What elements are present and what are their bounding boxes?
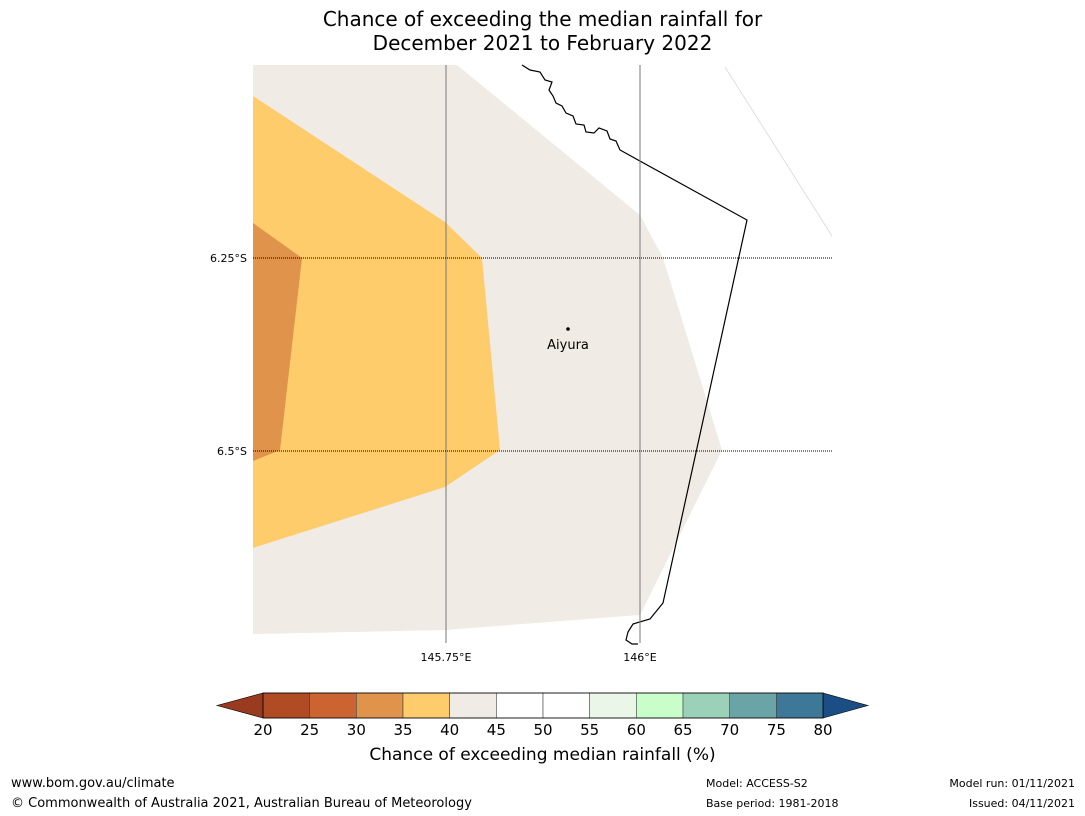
- colorbar-over-extension: [822, 692, 870, 719]
- colorbar-under-extension: [215, 692, 264, 719]
- place-label: Aiyura: [547, 338, 589, 353]
- colorbar-tick-label: 50: [533, 721, 552, 739]
- lon-label-145-75: 145.75°E: [421, 651, 472, 664]
- colorbar-tick-label: 80: [813, 721, 832, 739]
- colorbar-tick-label: 65: [673, 721, 692, 739]
- colorbar-segment: [636, 692, 684, 719]
- lat-label-6-5: 6.5°S: [217, 445, 247, 458]
- region-30-35: [253, 223, 302, 461]
- footer-model-run: Model run: 01/11/2021: [949, 777, 1075, 790]
- colorbar-label: Chance of exceeding median rainfall (%): [369, 745, 716, 765]
- colorbar-tick-label: 75: [767, 721, 786, 739]
- colorbar: 20 25 30 35 40 45 50 55 60 65 70 75 80: [215, 692, 870, 739]
- colorbar-tick-label: 70: [720, 721, 739, 739]
- colorbar-segment: [589, 692, 637, 719]
- lon-label-146: 146°E: [623, 651, 656, 664]
- title-line-1: Chance of exceeding the median rainfall …: [322, 7, 763, 31]
- colorbar-segment: [449, 692, 497, 719]
- colorbar-segment: [496, 692, 544, 719]
- footer-base-period: Base period: 1981-2018: [706, 797, 839, 810]
- colorbar-tick-label: 35: [393, 721, 412, 739]
- colorbar-frame: [262, 692, 824, 719]
- title-line-2: December 2021 to February 2022: [372, 31, 713, 55]
- colorbar-segment: [356, 692, 404, 719]
- colorbar-tick-label: 30: [347, 721, 366, 739]
- colorbar-segment: [776, 692, 824, 719]
- footer-issued: Issued: 04/11/2021: [968, 797, 1075, 810]
- colorbar-tick-label: 60: [627, 721, 646, 739]
- colorbar-tick-label: 25: [300, 721, 319, 739]
- footer-copyright: © Commonwealth of Australia 2021, Austra…: [11, 796, 472, 811]
- colorbar-tick-label: 40: [440, 721, 459, 739]
- map-title: Chance of exceeding the median rainfall …: [0, 7, 1085, 55]
- colorbar-segment: [262, 692, 310, 719]
- colorbar-tick-label: 55: [580, 721, 599, 739]
- colorbar-segment: [542, 692, 590, 719]
- map-edge-line: [724, 66, 833, 237]
- lat-label-6-25: 6.25°S: [210, 252, 247, 265]
- colorbar-tick-label: 45: [487, 721, 506, 739]
- colorbar-tick-label: 20: [253, 721, 272, 739]
- colorbar-segment: [309, 692, 357, 719]
- footer-url[interactable]: www.bom.gov.au/climate: [11, 776, 175, 791]
- region-35-40: [253, 96, 500, 548]
- colorbar-segment: [729, 692, 777, 719]
- footer-model: Model: ACCESS-S2: [706, 777, 808, 790]
- colorbar-segment: [682, 692, 731, 719]
- coastline: [521, 64, 748, 645]
- place-marker: [566, 327, 570, 331]
- colorbar-segment: [402, 692, 450, 719]
